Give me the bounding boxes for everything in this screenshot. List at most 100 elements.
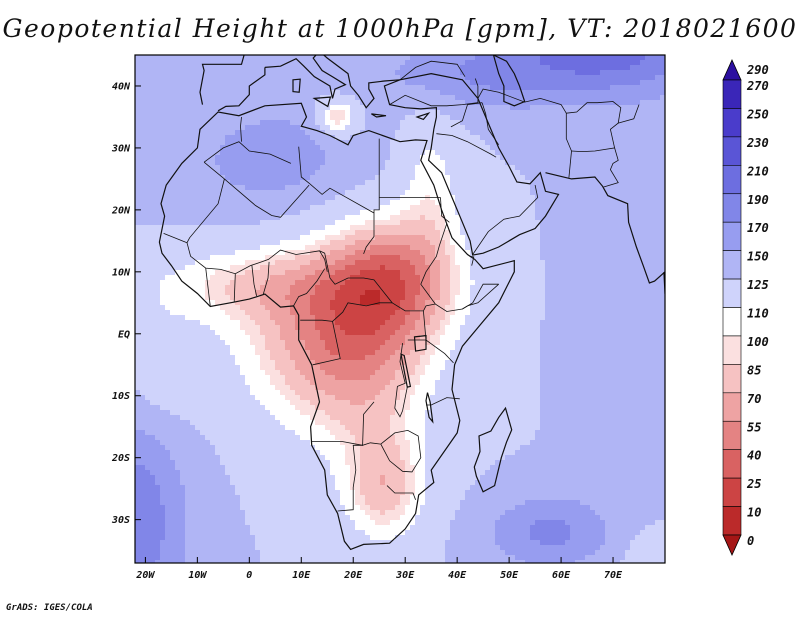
border-segment xyxy=(389,78,479,107)
lon-tick-label: 20E xyxy=(343,570,363,581)
border-segment xyxy=(332,302,393,322)
border-segment xyxy=(251,265,257,297)
border-segment xyxy=(205,268,211,307)
border-segment xyxy=(566,101,622,153)
border-segment xyxy=(363,138,380,255)
border-segment xyxy=(380,429,422,473)
border-segment xyxy=(426,397,460,406)
border-segment xyxy=(312,321,341,366)
coastline-segment xyxy=(545,172,665,284)
lat-tick-label: 40N xyxy=(112,81,131,92)
lon-tick-label: 10E xyxy=(292,570,311,581)
colorbar-swatch xyxy=(722,307,742,337)
colorbar-label: 210 xyxy=(746,164,769,178)
border-segment xyxy=(477,88,572,178)
border-segment xyxy=(440,197,450,223)
colorbar-swatch xyxy=(722,165,742,195)
colorbar-swatch xyxy=(722,477,742,507)
border-segment xyxy=(462,283,499,310)
border-segment xyxy=(262,261,270,295)
coastline-segment xyxy=(158,102,515,551)
lat-tick-label: 30S xyxy=(111,515,130,526)
colorbar-label: 190 xyxy=(747,193,769,207)
border-segment xyxy=(407,339,454,364)
colorbar-label: 70 xyxy=(747,392,761,406)
colorbar-label: 250 xyxy=(746,107,769,121)
colorbar-label: 290 xyxy=(746,63,769,77)
colorbar-swatch xyxy=(722,392,742,422)
lon-tick-label: 70E xyxy=(604,570,623,581)
coastline-segment xyxy=(400,353,412,388)
lon-tick-label: 10W xyxy=(188,570,207,581)
height-field xyxy=(135,55,665,563)
border-segment xyxy=(469,255,475,266)
colorbar-label: 230 xyxy=(746,136,769,150)
border-segment xyxy=(203,161,310,218)
plot-frame xyxy=(134,54,666,564)
border-segment xyxy=(481,102,500,146)
colorbar-swatch xyxy=(722,449,742,479)
border-segment xyxy=(233,273,236,303)
border-segment xyxy=(420,223,448,305)
lat-tick-label: 10N xyxy=(112,267,131,278)
border-segment xyxy=(300,319,333,322)
border-segment xyxy=(450,102,483,128)
lon-tick-label: 30E xyxy=(395,570,415,581)
coastline-segment xyxy=(383,72,560,256)
colorbar-label: 10 xyxy=(747,506,761,520)
border-segment xyxy=(293,268,326,307)
colorbar-label: 170 xyxy=(747,221,769,235)
border-segment xyxy=(436,133,497,158)
coastline-segment xyxy=(217,67,266,112)
colorbar-swatch xyxy=(722,506,742,536)
colorbar-swatch xyxy=(722,79,742,109)
border-segment xyxy=(472,185,539,255)
lat-tick-label: 10S xyxy=(112,391,130,402)
colorbar-label: 85 xyxy=(747,363,761,377)
border-segment xyxy=(386,485,416,500)
colorbar: 2902702502302101901701501251101008570554… xyxy=(722,59,769,556)
coastline-segment xyxy=(371,113,387,118)
colorbar-label: 0 xyxy=(747,534,754,548)
colorbar-label: 125 xyxy=(747,278,769,292)
colorbar-label: 270 xyxy=(746,79,769,93)
border-segment xyxy=(603,147,619,188)
colorbar-label: 55 xyxy=(747,420,761,434)
coastline-segment xyxy=(415,111,431,121)
border-segment xyxy=(203,141,292,164)
colorbar-swatch xyxy=(722,193,742,223)
colorbar-swatch xyxy=(722,59,742,81)
longitude-axis: 20W 10W 0 10E 20E 30E 40E 50E 60E 70E xyxy=(135,557,623,581)
colorbar-label: 40 xyxy=(747,449,761,463)
colorbar-swatch xyxy=(722,420,742,450)
coastline-segment xyxy=(473,406,513,493)
lat-tick-label: EQ xyxy=(118,329,130,340)
colorbar-label: 150 xyxy=(747,250,769,264)
coastline-segment xyxy=(292,78,301,93)
coastline-segment xyxy=(199,55,245,105)
coastline-segment xyxy=(413,334,427,352)
colorbar-swatch xyxy=(722,534,742,556)
coastline-borders xyxy=(158,55,665,551)
border-segment xyxy=(618,104,640,124)
border-segment xyxy=(240,116,242,142)
colorbar-label: 100 xyxy=(747,335,769,349)
colorbar-swatch xyxy=(722,364,742,394)
lon-tick-label: 0 xyxy=(246,570,252,581)
coastline-segment xyxy=(663,271,665,295)
lon-tick-label: 20W xyxy=(135,570,155,581)
border-segment xyxy=(311,441,381,446)
latitude-axis: 40N 30N 20N 10N EQ 10S 20S 30S xyxy=(111,81,141,526)
grads-credit: GrADS: IGES/COLA xyxy=(6,603,93,613)
border-segment xyxy=(186,242,499,312)
colorbar-swatch xyxy=(722,335,742,365)
border-segment xyxy=(394,343,408,418)
colorbar-label: 110 xyxy=(747,307,769,321)
border-segment xyxy=(337,401,375,512)
coastline-segment xyxy=(492,55,526,107)
border-segment xyxy=(298,146,375,214)
colorbar-swatch xyxy=(722,136,742,166)
lat-tick-label: 20S xyxy=(111,453,130,464)
colorbar-swatch xyxy=(722,108,742,138)
